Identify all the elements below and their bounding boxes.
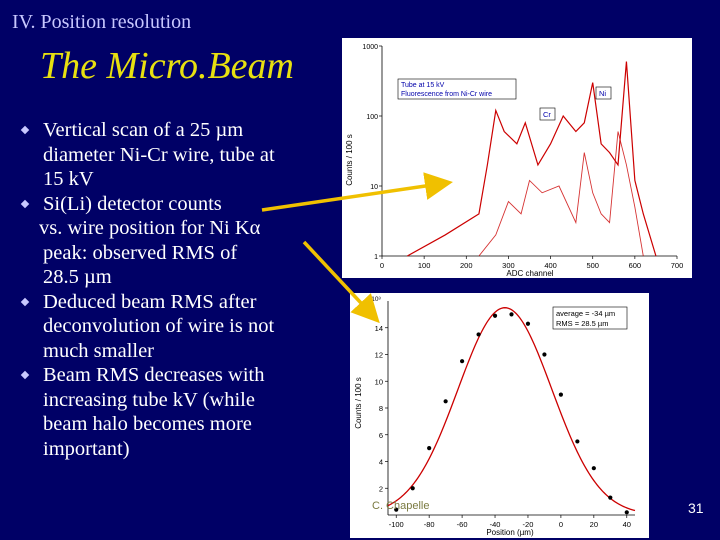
- data-point: [624, 510, 629, 515]
- spectrum-x-axis-label: ADC channel: [506, 269, 553, 278]
- data-point: [492, 313, 498, 318]
- spectrum-series-line: [406, 61, 657, 257]
- bullet-diamond-icon: [20, 125, 30, 135]
- position-y-tick-label: 6: [379, 431, 383, 440]
- spectrum-legend-line-2: Fluorescence from Ni-Cr wire: [401, 91, 492, 98]
- average-label: average = -34 µm: [556, 309, 615, 318]
- spectrum-x-tick-label: 200: [460, 261, 473, 270]
- bullet-item: Beam RMS decreases with increasing tube …: [20, 363, 332, 461]
- spectrum-chart: 0 100 200 300 400 500 600 700 1 10 100 1000 Counts …: [345, 44, 683, 278]
- position-x-tick-label: -100: [389, 520, 404, 529]
- bullet-diamond-icon: [20, 199, 30, 208]
- spectrum-y-tick-label: 1000: [362, 44, 378, 51]
- position-axes: -100 -80 -60 -40 -20 0 20 40 2 4 6 8 10 12 14: [375, 301, 635, 529]
- position-scan-plot: -100 -80 -60 -40 -20 0 20 40 2 4 6 8 10 12 14 x10³ Cou…: [350, 293, 649, 538]
- bullet-item: Vertical scan of a 25 µm diameter Ni-Cr …: [20, 118, 332, 192]
- position-y-axis-label: Counts / 100 s: [354, 377, 363, 429]
- gaussian-fit-curve: [387, 307, 636, 512]
- bullet-line: deconvolution of wire is not: [43, 315, 275, 337]
- data-point: [575, 439, 580, 444]
- cr-peak-label: Cr: [543, 110, 551, 119]
- position-series: [387, 307, 636, 515]
- position-x-axis-label: Position (µm): [486, 528, 534, 537]
- bullet-diamond-icon: [20, 370, 30, 380]
- spectrum-axes: 0 100 200 300 400 500 600 700 1 10 100 1000: [362, 44, 683, 270]
- data-point: [460, 359, 465, 364]
- position-x-tick-label: -40: [490, 520, 501, 529]
- bullet-line: Vertical scan of a 25 µm: [43, 119, 244, 141]
- data-point: [591, 466, 596, 471]
- position-legend-box: [552, 306, 628, 330]
- bullet-line: Beam RMS decreases with: [43, 364, 265, 386]
- position-y-tick-label: 12: [375, 351, 383, 360]
- position-y-tick-label: 4: [379, 458, 383, 467]
- spectrum-x-tick-label: 100: [418, 261, 431, 270]
- bullet-item: Deduced beam RMS after deconvolution of …: [20, 290, 332, 364]
- cr-label-box: [539, 107, 556, 121]
- ni-label-box: [595, 86, 612, 100]
- footer-author: C. Chapelle: [372, 500, 430, 512]
- rms-label: RMS = 28.5 µm: [556, 319, 608, 328]
- data-point: [542, 352, 547, 357]
- bullet-item: Si(Li) detector counts vs. wire position…: [20, 192, 332, 290]
- spectrum-series: [406, 61, 657, 257]
- bullet-line: important): [43, 437, 130, 460]
- spectrum-legend-line-1: Tube at 15 kV: [401, 82, 445, 89]
- bullet-line: 15 kV: [43, 168, 94, 190]
- data-point: [509, 312, 514, 317]
- bullet-line: much smaller: [43, 339, 155, 362]
- position-x-tick-label: -20: [523, 520, 534, 529]
- bullet-line: beam halo becomes more: [43, 413, 252, 435]
- ni-peak-label: Ni: [599, 89, 606, 98]
- position-y-tick-label: 10: [375, 377, 383, 386]
- spectrum-y-tick-label: 1: [374, 254, 378, 261]
- bullet-line: 28.5 µm: [43, 266, 112, 288]
- position-x-tick-label: 20: [590, 520, 598, 529]
- spectrum-y-tick-label: 100: [366, 114, 378, 121]
- position-y-tick-label: 2: [379, 484, 383, 493]
- slide-title: The Micro.Beam: [40, 45, 294, 87]
- data-point: [443, 399, 448, 404]
- page-number: 31: [688, 500, 704, 516]
- data-point: [525, 321, 531, 326]
- position-x-tick-label: -60: [457, 520, 468, 529]
- spectrum-plot: 0 100 200 300 400 500 600 700 1 10 100 1000 Counts …: [342, 38, 692, 278]
- spectrum-x-tick-label: 400: [544, 261, 557, 270]
- y-exponent-label: x10³: [368, 296, 381, 303]
- spectrum-y-axis-label: Counts / 100 s: [345, 134, 354, 186]
- bullet-line: increasing tube kV (while: [43, 388, 255, 411]
- bullet-line: peak: observed RMS of: [43, 241, 238, 264]
- data-point: [410, 486, 415, 491]
- data-point: [476, 332, 481, 337]
- spectrum-x-tick-label: 500: [586, 261, 599, 270]
- spectrum-legend-box: [397, 78, 517, 100]
- data-point: [427, 446, 432, 451]
- data-point: [394, 507, 399, 512]
- bullet-line: diameter Ni-Cr wire, tube at: [43, 143, 275, 166]
- spectrum-x-tick-label: 700: [671, 261, 684, 270]
- position-x-tick-label: -80: [424, 520, 435, 529]
- position-x-tick-label: 40: [623, 520, 631, 529]
- data-point: [558, 392, 563, 397]
- spectrum-x-tick-label: 0: [380, 261, 384, 270]
- spectrum-x-tick-label: 600: [629, 261, 642, 270]
- position-y-tick-label: 14: [375, 324, 383, 333]
- data-point: [608, 495, 613, 500]
- spectrum-y-tick-label: 10: [370, 184, 378, 191]
- spectrum-series-line: [478, 131, 644, 257]
- bullet-line: Deduced beam RMS after: [43, 290, 257, 313]
- section-title: IV. Position resolution: [12, 11, 192, 33]
- position-y-tick-label: 8: [379, 404, 383, 413]
- bullet-line: vs. wire position for Ni Kα: [39, 217, 261, 239]
- bullet-list: Vertical scan of a 25 µm diameter Ni-Cr …: [20, 118, 332, 461]
- spectrum-x-tick-label: 300: [502, 261, 515, 270]
- bullet-line: Si(Li) detector counts: [43, 192, 222, 215]
- position-x-tick-label: 0: [559, 520, 563, 529]
- bullet-diamond-icon: [20, 297, 30, 306]
